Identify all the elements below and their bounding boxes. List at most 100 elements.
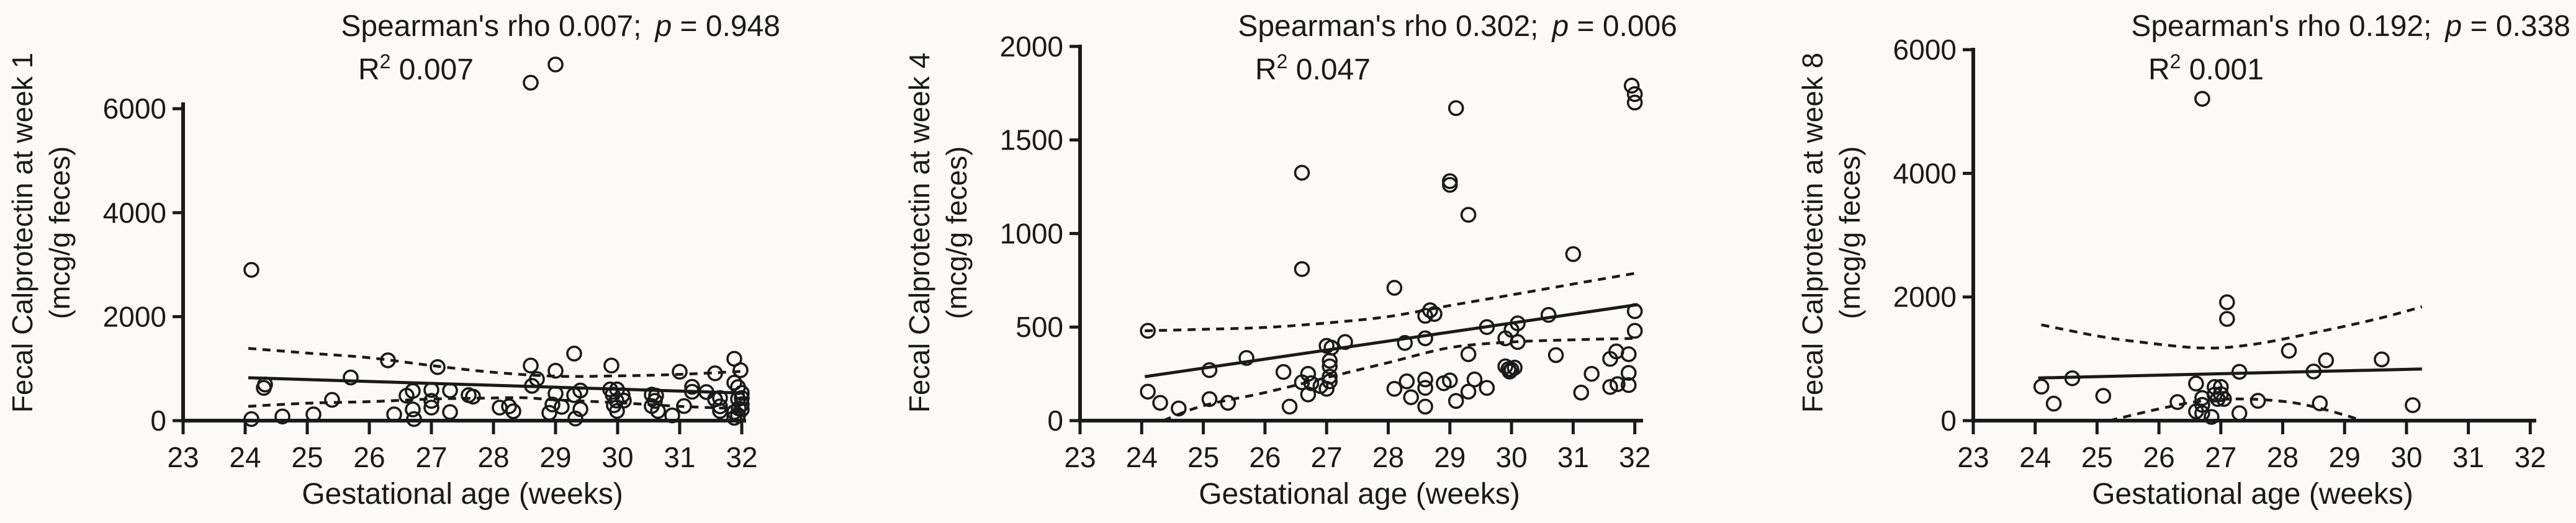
scatter-point <box>1448 393 1464 409</box>
y-axis-title-line1: Fecal Calprotectin at week 1 <box>6 53 38 413</box>
scatter-point <box>1503 362 1520 378</box>
upper-ci-line <box>2041 305 2423 350</box>
scatter-point <box>1140 383 1156 400</box>
scatter-point <box>572 382 588 399</box>
y-tick-label: 500 <box>1016 311 1063 343</box>
scatter-point <box>1322 352 1338 369</box>
r-squared-label: R2 0.001 <box>2148 50 2264 86</box>
scatter-point <box>1510 315 1526 332</box>
upper-ci-line <box>1145 271 1639 333</box>
y-tick-label: 0 <box>150 405 166 437</box>
panel-week1: 23 24 25 26 27 28 29 30 31 32 0 2000 4000 6000 Gestati… <box>6 10 780 511</box>
x-tick-label: 23 <box>1064 441 1096 473</box>
scatter-point <box>1623 78 1640 94</box>
scatter-point <box>1422 302 1438 318</box>
scatter-point <box>1626 303 1643 320</box>
scatter-point <box>343 369 359 386</box>
x-tick-label: 24 <box>2019 441 2051 473</box>
scatter-point <box>1403 389 1419 406</box>
scatter-point <box>664 407 680 424</box>
x-tick-label: 28 <box>1372 441 1404 473</box>
scatter-point <box>726 404 742 421</box>
scatter-point <box>603 357 619 374</box>
scatter-point <box>2318 352 2335 369</box>
x-tick-label: 26 <box>1249 441 1281 473</box>
y-tick-label: 2000 <box>1000 30 1063 63</box>
scatter-point <box>1303 375 1320 391</box>
scatter-point <box>1460 383 1477 400</box>
scatter-point <box>1510 334 1526 351</box>
scatter-point <box>2045 395 2062 412</box>
x-tick-label: 31 <box>1557 441 1589 473</box>
scatter-point <box>501 398 517 414</box>
x-tick-label: 25 <box>291 441 323 473</box>
scatter-point <box>2194 405 2210 421</box>
scatter-point <box>1238 350 1254 366</box>
panel-title: Spearman's rho 0.007; p = 0.948 <box>341 10 780 43</box>
scatter-point <box>566 346 582 362</box>
scatter-point <box>1442 177 1458 193</box>
scatter-point <box>676 398 692 414</box>
panel-week4: 23 24 25 26 27 28 29 30 31 32 0 500 1000 1500 2000 Gest… <box>903 10 1677 511</box>
x-tick-label: 26 <box>353 441 385 473</box>
scatter-point <box>423 400 439 416</box>
r-squared-label: R2 0.007 <box>358 50 474 86</box>
scatter-point <box>1417 380 1433 396</box>
y-tick-label: 1000 <box>1000 217 1063 249</box>
y-tick-label: 1500 <box>1000 124 1063 156</box>
scatter-point <box>1294 164 1310 181</box>
scatter-point <box>2231 364 2248 380</box>
scatter-point <box>1417 330 1433 347</box>
scatter-point <box>1626 323 1643 339</box>
scatter-point <box>257 376 273 393</box>
scatter-point <box>707 365 723 382</box>
scatter-point <box>2219 294 2235 311</box>
y-tick-label: 0 <box>1940 405 1957 437</box>
scatter-point <box>650 403 666 419</box>
scatter-point <box>1626 86 1643 102</box>
scatter-point <box>405 383 421 400</box>
scatter-point <box>1322 373 1338 390</box>
y-tick-label: 2000 <box>103 300 166 333</box>
x-tick-label: 25 <box>2081 441 2113 473</box>
scatter-point <box>2281 342 2297 359</box>
scatter-point <box>523 74 539 91</box>
x-tick-label: 32 <box>1619 441 1651 473</box>
scatter-point <box>2194 396 2210 413</box>
scatter-point <box>1460 346 1477 362</box>
x-tick-label: 30 <box>1496 441 1528 473</box>
scatter-point <box>1621 377 1637 393</box>
scatter-point <box>547 56 564 73</box>
y-axis-title-line2: (mcg/g feces) <box>43 146 76 320</box>
scatter-point <box>1201 362 1218 378</box>
panel-week8: 23 24 25 26 27 28 29 30 31 32 0 2000 4000 6000 Gestati… <box>1796 10 2570 511</box>
x-axis-title: Gestational age (weeks) <box>302 478 623 511</box>
regression-line <box>248 376 745 395</box>
scatter-point <box>1479 319 1495 336</box>
scatter-point <box>380 352 396 369</box>
scatter-point <box>2216 391 2232 407</box>
x-tick-label: 27 <box>415 441 447 473</box>
y-axis-title-line2: (mcg/g feces) <box>1834 146 1866 320</box>
scatter-point <box>2219 311 2235 327</box>
scatter-point <box>1220 395 1236 411</box>
y-tick-label: 2000 <box>1893 281 1957 313</box>
scatter-point <box>547 362 564 379</box>
scatter-point <box>547 385 564 402</box>
scatter-point <box>1417 371 1433 388</box>
scatter-point <box>1583 365 1600 382</box>
scatter-point <box>1294 261 1310 277</box>
x-tick-label: 30 <box>2390 441 2422 473</box>
scatter-point <box>1171 400 1187 417</box>
scatter-point <box>2169 394 2186 410</box>
scatter-point <box>1300 386 1317 403</box>
scatter-point <box>1417 398 1433 415</box>
scatter-point <box>1140 323 1156 339</box>
x-tick-label: 28 <box>2267 441 2299 473</box>
scatter-point <box>423 393 439 409</box>
scatter-point <box>567 410 583 427</box>
lower-ci-line <box>248 396 745 411</box>
x-tick-label: 31 <box>664 441 695 473</box>
x-tick-label: 31 <box>2452 441 2484 473</box>
